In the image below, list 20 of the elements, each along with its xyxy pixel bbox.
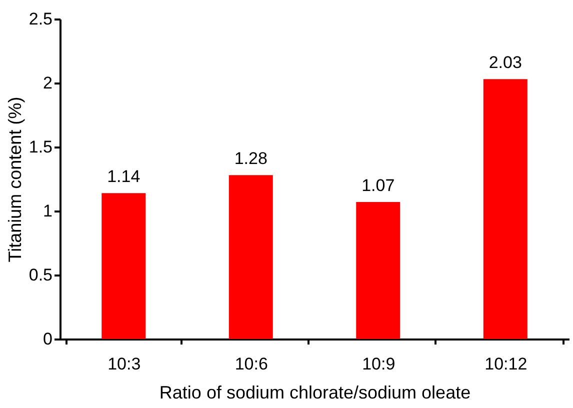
data-label: 1.07	[362, 176, 395, 196]
bar	[483, 79, 528, 339]
y-tick-label: 0	[43, 330, 52, 348]
x-tick-label: 10:3	[108, 354, 141, 374]
bar	[228, 175, 273, 339]
y-tick-label: 0.5	[28, 266, 52, 284]
bar	[356, 202, 400, 339]
x-axis-title: Ratio of sodium chlorate/sodium oleate	[159, 382, 471, 402]
y-tick-label: 2.5	[28, 10, 52, 28]
data-label: 1.14	[107, 167, 140, 186]
y-tick-label: 1	[43, 202, 52, 220]
bar	[102, 193, 146, 339]
x-tick-label: 10:12	[484, 354, 528, 374]
y-axis-title: Titanium content (%)	[4, 96, 25, 262]
data-label: 1.28	[234, 149, 268, 168]
y-tick-label: 2	[43, 74, 52, 92]
data-label: 2.03	[488, 53, 522, 72]
y-tick-label: 1.5	[28, 138, 52, 156]
x-tick-label: 10:6	[234, 354, 268, 374]
x-tick-label: 10:9	[362, 354, 396, 374]
